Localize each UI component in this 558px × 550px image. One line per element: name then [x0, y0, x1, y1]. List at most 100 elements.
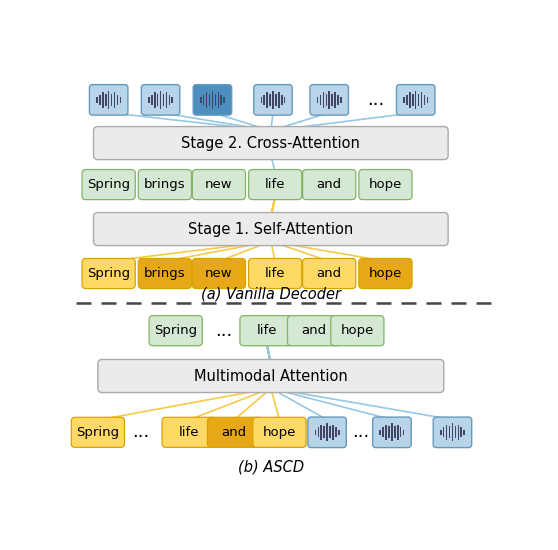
Bar: [105, 94, 107, 106]
Bar: [206, 92, 208, 108]
Bar: [446, 425, 448, 440]
Bar: [325, 94, 327, 106]
Bar: [340, 97, 341, 103]
Bar: [275, 94, 277, 106]
Bar: [320, 425, 322, 440]
Bar: [317, 97, 318, 103]
Text: brings: brings: [144, 178, 186, 191]
Bar: [400, 427, 401, 437]
Bar: [451, 424, 453, 442]
Bar: [261, 97, 262, 103]
Bar: [406, 95, 408, 105]
FancyBboxPatch shape: [94, 126, 448, 160]
Bar: [163, 94, 164, 106]
FancyBboxPatch shape: [162, 417, 215, 447]
Text: Spring: Spring: [87, 267, 130, 280]
FancyBboxPatch shape: [254, 85, 292, 115]
Bar: [272, 91, 274, 109]
Text: and: and: [222, 426, 247, 439]
Bar: [409, 92, 411, 108]
Bar: [323, 426, 325, 438]
FancyBboxPatch shape: [138, 169, 191, 200]
FancyBboxPatch shape: [359, 169, 412, 200]
Text: new: new: [205, 267, 233, 280]
Text: Spring: Spring: [154, 324, 198, 337]
FancyBboxPatch shape: [302, 258, 356, 289]
FancyBboxPatch shape: [193, 258, 246, 289]
Bar: [209, 94, 210, 106]
Text: life: life: [256, 324, 277, 337]
FancyBboxPatch shape: [331, 316, 384, 346]
Text: Stage 2. Cross-Attention: Stage 2. Cross-Attention: [181, 136, 360, 151]
Bar: [460, 427, 462, 437]
Text: hope: hope: [369, 178, 402, 191]
Bar: [266, 92, 268, 108]
Text: ...: ...: [352, 424, 369, 441]
Bar: [455, 426, 456, 438]
FancyBboxPatch shape: [141, 85, 180, 115]
FancyBboxPatch shape: [302, 169, 356, 200]
Bar: [397, 425, 398, 440]
Text: hope: hope: [369, 267, 402, 280]
Bar: [154, 92, 156, 108]
Bar: [449, 426, 450, 438]
FancyBboxPatch shape: [89, 85, 128, 115]
FancyBboxPatch shape: [82, 258, 135, 289]
FancyBboxPatch shape: [397, 85, 435, 115]
Text: life: life: [265, 178, 285, 191]
Bar: [332, 425, 334, 440]
FancyBboxPatch shape: [94, 212, 448, 245]
Bar: [412, 94, 413, 106]
FancyBboxPatch shape: [248, 169, 302, 200]
Bar: [102, 92, 104, 108]
Text: (b) ASCD: (b) ASCD: [238, 460, 304, 475]
Bar: [111, 94, 112, 106]
Bar: [334, 92, 336, 108]
FancyBboxPatch shape: [310, 85, 348, 115]
Bar: [278, 92, 280, 108]
Bar: [440, 430, 441, 435]
Bar: [148, 97, 150, 103]
Text: hope: hope: [263, 426, 296, 439]
Bar: [315, 430, 316, 435]
Text: brings: brings: [144, 267, 186, 280]
Text: and: and: [316, 267, 342, 280]
Bar: [211, 91, 213, 109]
FancyBboxPatch shape: [240, 316, 293, 346]
Bar: [215, 94, 216, 106]
Text: life: life: [265, 267, 285, 280]
Bar: [151, 95, 152, 105]
Bar: [421, 92, 422, 108]
Bar: [388, 426, 390, 438]
Bar: [200, 97, 201, 103]
Bar: [391, 424, 393, 442]
Text: and: and: [316, 178, 342, 191]
FancyBboxPatch shape: [208, 417, 261, 447]
Bar: [337, 95, 339, 105]
Bar: [220, 95, 222, 105]
Bar: [329, 426, 331, 438]
Text: Stage 1. Self-Attention: Stage 1. Self-Attention: [188, 222, 353, 236]
Bar: [166, 92, 167, 108]
Bar: [160, 91, 161, 109]
Bar: [270, 94, 271, 106]
Bar: [203, 95, 204, 105]
Bar: [99, 95, 100, 105]
Bar: [463, 430, 465, 435]
Bar: [424, 95, 425, 105]
Bar: [331, 94, 333, 106]
Bar: [171, 97, 173, 103]
Bar: [326, 424, 328, 442]
Text: Spring: Spring: [87, 178, 130, 191]
FancyBboxPatch shape: [253, 417, 306, 447]
Bar: [403, 430, 405, 435]
Bar: [218, 92, 219, 108]
Text: (a) Vanilla Decoder: (a) Vanilla Decoder: [201, 287, 341, 301]
Bar: [320, 95, 321, 105]
FancyBboxPatch shape: [287, 316, 341, 346]
FancyBboxPatch shape: [82, 169, 135, 200]
Text: life: life: [179, 426, 199, 439]
Text: Multimodal Attention: Multimodal Attention: [194, 368, 348, 383]
Text: ...: ...: [367, 91, 384, 109]
FancyBboxPatch shape: [71, 417, 124, 447]
